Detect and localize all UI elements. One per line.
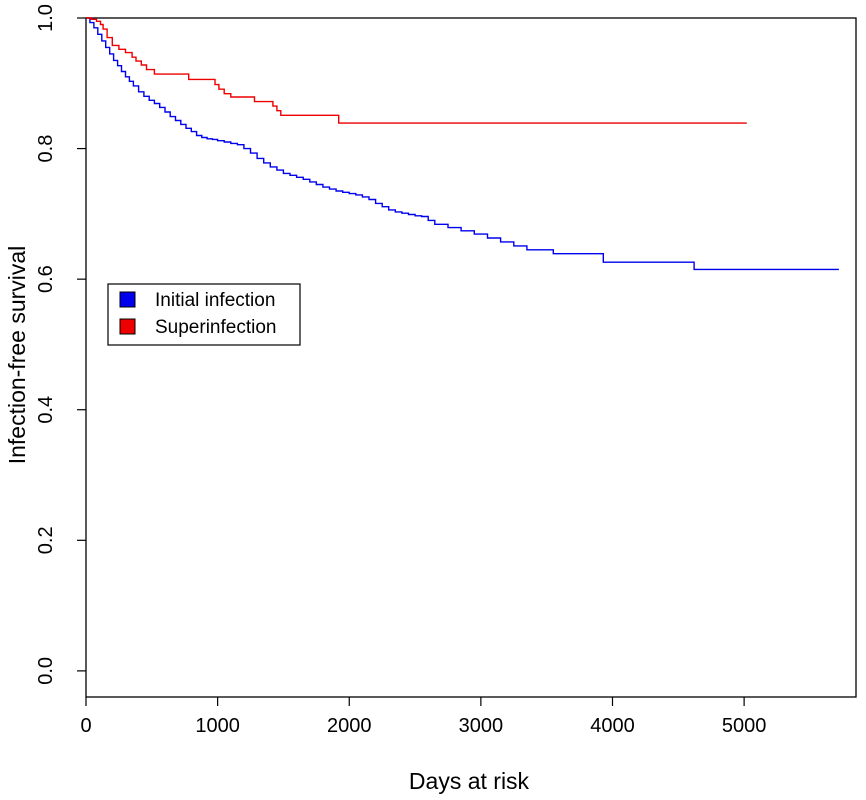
legend-swatch-initial: [119, 291, 136, 308]
y-tick-label: 0.4: [35, 396, 57, 424]
x-axis: 0 1000 2000 3000 4000 5000: [80, 697, 766, 737]
legend-label-superinfection: Superinfection: [155, 317, 276, 338]
legend-label-initial: Initial infection: [155, 290, 275, 311]
y-tick-label: 0.0: [35, 657, 57, 685]
series-layer: [86, 17, 839, 271]
x-tick-label: 4000: [590, 715, 635, 737]
x-tick-label: 1000: [195, 715, 240, 737]
legend-swatch-superinfection: [119, 318, 136, 335]
x-tick-label: 2000: [327, 715, 372, 737]
x-axis-label: Days at risk: [409, 768, 530, 794]
plot-frame: [85, 17, 857, 698]
legend-box: [107, 283, 301, 346]
y-tick-label: 0.8: [35, 135, 57, 163]
x-tick-label: 5000: [722, 715, 767, 737]
y-tick-label: 0.6: [35, 265, 57, 293]
y-tick-label: 1.0: [35, 4, 57, 32]
x-tick-label: 3000: [459, 715, 504, 737]
y-tick-label: 0.2: [35, 526, 57, 554]
x-tick-label: 0: [80, 715, 91, 737]
legend: Initial infection Superinfection: [107, 283, 301, 346]
y-axis: 0.0 0.2 0.4 0.6 0.8 1.0: [35, 4, 86, 685]
series-line-1: [86, 17, 747, 124]
series-line-0: [86, 17, 839, 271]
y-axis-label: Infection-free survival: [4, 246, 30, 465]
